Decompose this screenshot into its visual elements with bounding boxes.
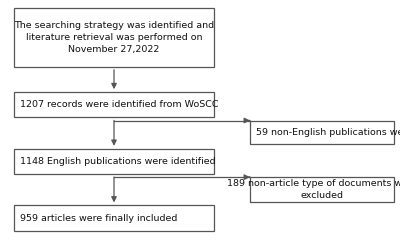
Text: 1148 English publications were identified: 1148 English publications were identifie… bbox=[20, 157, 216, 166]
Text: 189 non-article type of documents were
excluded: 189 non-article type of documents were e… bbox=[227, 179, 400, 200]
Bar bbox=[14, 149, 214, 174]
Text: 959 articles were finally included: 959 articles were finally included bbox=[20, 214, 177, 223]
Bar bbox=[14, 8, 214, 67]
Bar bbox=[250, 177, 394, 202]
Bar bbox=[250, 121, 394, 144]
Text: 59 non-English publications were excluded: 59 non-English publications were exclude… bbox=[256, 128, 400, 137]
Bar bbox=[14, 92, 214, 118]
Text: The searching strategy was identified and
literature retrieval was performed on
: The searching strategy was identified an… bbox=[14, 21, 214, 54]
Text: 1207 records were identified from WoSCC: 1207 records were identified from WoSCC bbox=[20, 100, 218, 109]
Bar bbox=[14, 205, 214, 231]
